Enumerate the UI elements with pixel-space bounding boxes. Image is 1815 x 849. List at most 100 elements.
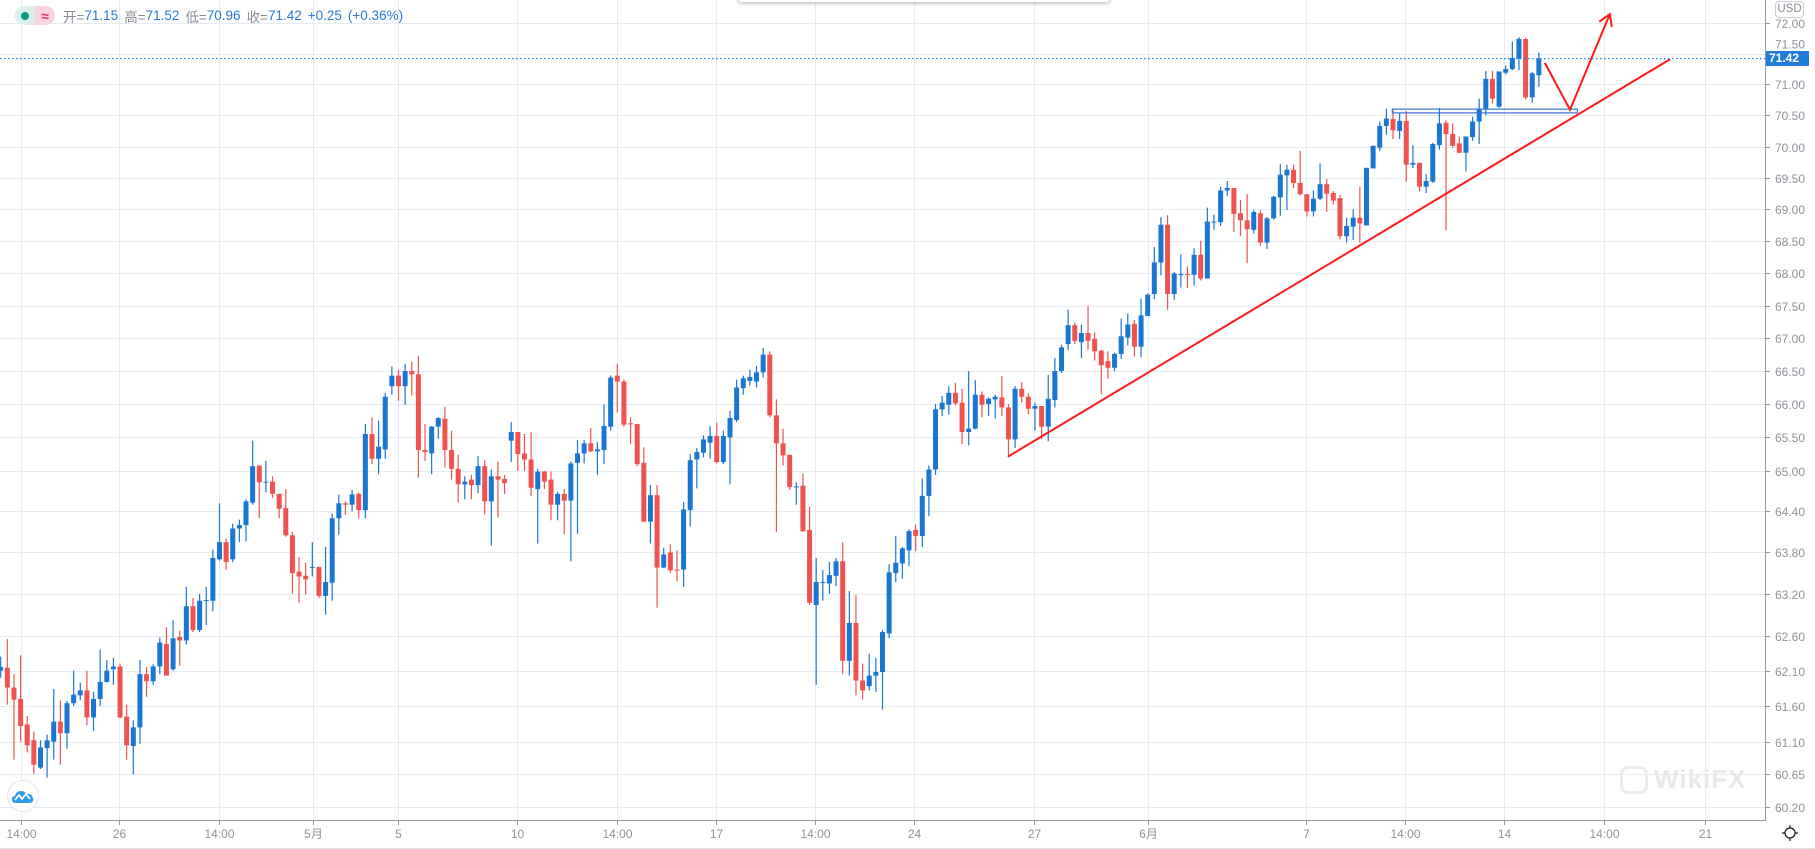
candle-up — [1218, 186, 1224, 227]
candle-down — [270, 476, 276, 498]
close-label: 收= — [246, 9, 268, 25]
candle-body — [442, 418, 448, 451]
candle-body — [71, 694, 77, 704]
last-price-tag: 71.42 — [1766, 51, 1809, 66]
candle-down — [807, 506, 813, 605]
candle-body — [150, 666, 156, 682]
candle-body — [31, 740, 37, 765]
candle-down — [1098, 350, 1104, 395]
open-label: 开= — [63, 9, 85, 25]
candle-up — [1536, 52, 1542, 87]
candle-body — [1184, 274, 1190, 276]
candle-down — [316, 566, 322, 598]
candle-body — [449, 450, 455, 469]
candle-body — [1251, 212, 1257, 230]
candle-body — [588, 443, 594, 452]
candle-down — [641, 447, 647, 522]
candle-body — [329, 518, 335, 583]
candle-body — [634, 423, 640, 465]
x-tick-label: 14:00 — [800, 827, 830, 841]
candle-down — [628, 417, 634, 445]
candle-body — [1052, 371, 1058, 401]
candle-body — [1410, 162, 1416, 165]
candle-body — [256, 465, 262, 483]
candle-up — [700, 435, 706, 458]
candle-up — [1529, 72, 1535, 103]
y-tick-label: 65.50 — [1775, 431, 1805, 445]
candle-down — [674, 550, 680, 582]
indicator-icon[interactable]: ≈ — [35, 6, 55, 25]
candle-up — [77, 682, 83, 701]
x-tick-label: 14 — [1498, 827, 1512, 841]
candle-down — [1072, 322, 1078, 345]
candle-up — [435, 417, 441, 439]
drawings[interactable] — [1007, 12, 1671, 458]
candle-down — [177, 630, 183, 666]
candle-up — [230, 523, 236, 563]
candle-up — [966, 371, 972, 446]
candle-up — [197, 593, 203, 633]
candle-down — [528, 431, 534, 496]
candle-body — [694, 452, 700, 460]
plot-area[interactable] — [0, 12, 1765, 778]
candle-up — [51, 689, 57, 760]
candle-down — [1025, 393, 1031, 415]
candle-body — [521, 453, 527, 460]
arrow-head-icon — [1598, 12, 1613, 28]
candle-body — [144, 674, 150, 682]
candle-body — [548, 479, 554, 505]
time-axis[interactable]: 14:00 26 14:00 5月 5 10 14:00 17 14:00 24 27 6月 7 14:0… — [6, 820, 1712, 841]
candle-body — [528, 459, 534, 488]
candle-body — [1523, 39, 1529, 98]
candle-body — [674, 569, 680, 571]
candle-down — [1105, 351, 1111, 379]
candle-body — [488, 476, 494, 502]
candle-body — [137, 674, 143, 728]
candle-body — [853, 622, 859, 681]
candle-down — [952, 382, 958, 406]
low-label: 低= — [185, 9, 207, 25]
candle-body — [409, 371, 415, 375]
candle-body — [508, 431, 514, 441]
candle-up — [1052, 357, 1058, 408]
tradingview-logo-button[interactable] — [7, 780, 39, 812]
symbol-status-pill[interactable]: ≈ — [15, 6, 55, 25]
candle-body — [170, 638, 176, 670]
candle-up — [210, 549, 216, 612]
x-tick-label: 5月 — [304, 827, 323, 841]
candle-up — [1317, 163, 1323, 200]
currency-button[interactable]: USD — [1775, 1, 1804, 18]
candle-down — [1297, 150, 1303, 196]
candle-body — [1224, 187, 1230, 191]
candle-body — [376, 446, 382, 459]
candle-up — [1496, 71, 1502, 108]
candle-body — [873, 672, 879, 676]
y-tick-label: 71.50 — [1775, 38, 1805, 52]
candle-down — [1257, 210, 1263, 246]
candle-body — [223, 542, 229, 563]
candle-up — [933, 404, 939, 475]
candle-up — [488, 469, 494, 546]
y-tick-label: 70.50 — [1775, 109, 1805, 123]
candle-body — [773, 415, 779, 444]
zigzag-arrow-path[interactable] — [1543, 13, 1611, 113]
trend-line[interactable] — [1007, 58, 1671, 458]
candle-up — [71, 670, 77, 707]
settings-gear-icon[interactable] — [1781, 824, 1799, 842]
candle-down — [190, 597, 196, 633]
top-dropdown-panel[interactable] — [738, 0, 1110, 2]
price-axis[interactable]: 72.00 71.50 71.00 70.50 70.00 69.50 69.00 68.50… — [1765, 17, 1805, 815]
support-rectangle[interactable] — [1391, 108, 1578, 114]
candle-up — [1032, 402, 1038, 431]
x-tick-label: 21 — [1699, 827, 1713, 841]
candle-body — [966, 428, 972, 432]
candle-up — [243, 499, 249, 542]
candle-body — [1178, 274, 1184, 276]
candle-body — [349, 494, 355, 505]
candle-body — [1165, 224, 1171, 295]
candle-body — [283, 508, 289, 536]
ohlc-legend: ≈ 开= 71.15 高= 71.52 低= 70.96 收= 71.42 +0.25 (… — [15, 6, 409, 25]
candle-body — [1397, 120, 1403, 131]
y-tick-label: 65.00 — [1775, 465, 1805, 479]
